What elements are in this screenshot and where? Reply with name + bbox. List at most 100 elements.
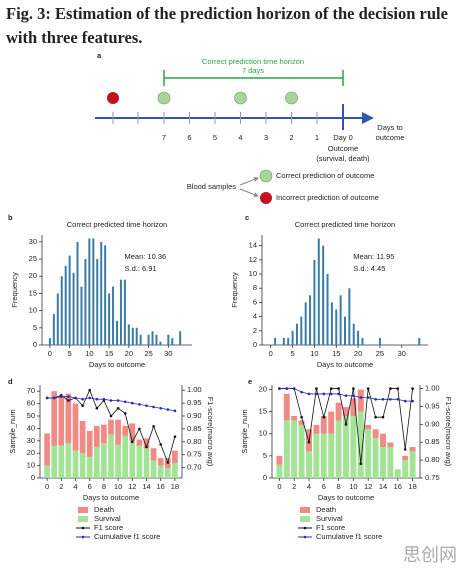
annotation: S.d.: 4.45 — [353, 264, 385, 273]
bar-segment — [380, 447, 386, 478]
timeline-label: 6 — [187, 133, 191, 142]
y-tick-label: 60 — [27, 399, 35, 408]
y-tick-label: 10 — [249, 269, 257, 278]
sample-correct — [157, 91, 171, 105]
bar-segment — [402, 455, 409, 461]
axis-label: outcome — [376, 133, 405, 142]
annotation: S.d.: 6.91 — [125, 264, 157, 273]
sample-correct — [234, 91, 247, 105]
x-tick-label: 6 — [88, 482, 92, 491]
bar — [344, 316, 346, 345]
y2-tick-label: 0.90 — [425, 419, 440, 428]
bar-segment — [394, 469, 401, 478]
y2-axis-label: F1-score(macro avg) — [444, 397, 453, 467]
bar-segment — [129, 423, 136, 441]
timeline-label: 7 — [162, 133, 166, 142]
bar — [119, 279, 122, 345]
bar-segment — [164, 468, 171, 478]
chart-title: Correct predicted time horizon — [67, 220, 167, 229]
line-marker — [88, 388, 91, 392]
line-marker — [374, 415, 377, 419]
axis-label: Days to — [377, 123, 402, 132]
line-marker — [138, 403, 141, 406]
legend-label: Death — [316, 505, 336, 514]
x-tick-label: 20 — [354, 349, 362, 358]
bar-segment — [79, 420, 86, 454]
line-marker — [374, 398, 377, 401]
y-axis-label: Sample_num — [240, 409, 249, 453]
line-marker — [344, 423, 348, 426]
legend-arrow — [239, 177, 259, 186]
line-marker — [81, 404, 84, 407]
x-tick-label: 0 — [45, 482, 49, 491]
bar-segment — [101, 424, 107, 444]
bar — [361, 337, 364, 345]
bar — [139, 334, 142, 345]
y-tick-label: 0 — [33, 340, 37, 349]
y-tick-label: 0 — [31, 473, 35, 482]
x-tick-label: 0 — [269, 349, 273, 358]
y2-tick-label: 0.80 — [425, 455, 440, 464]
y-tick-label: 20 — [259, 384, 267, 393]
bar-segment — [157, 465, 164, 478]
x-tick-label: 18 — [171, 482, 179, 491]
bar-segment — [402, 460, 409, 478]
bar — [84, 259, 87, 345]
x-tick-label: 30 — [164, 349, 172, 358]
line-marker — [366, 387, 370, 390]
x-tick-label: 8 — [337, 482, 341, 491]
y-tick-label: 0 — [253, 340, 257, 349]
panel-label: e — [248, 377, 252, 386]
bar-segment — [372, 429, 379, 439]
bar-segment — [65, 393, 72, 444]
bar — [378, 337, 381, 345]
x-tick-label: 10 — [114, 482, 122, 491]
bar — [60, 276, 63, 345]
legend-swatch — [300, 507, 310, 513]
bar-segment — [157, 458, 164, 466]
bar-segment — [51, 391, 58, 446]
bar — [171, 338, 174, 345]
bar-segment — [86, 456, 93, 478]
line-marker — [307, 392, 311, 396]
bar — [116, 320, 118, 345]
timeline-label: 4 — [238, 133, 242, 142]
line-marker — [145, 404, 148, 407]
bar — [339, 295, 342, 345]
y2-tick-label: 0.75 — [187, 450, 202, 459]
bar-segment — [350, 398, 357, 416]
y-tick-label: 8 — [253, 283, 257, 292]
y-tick-label: 4 — [253, 312, 257, 321]
bar-segment — [136, 445, 143, 478]
line-marker — [329, 392, 333, 396]
bar — [326, 274, 329, 345]
line-marker — [352, 387, 355, 390]
y-tick-label: 6 — [253, 297, 257, 306]
bar — [287, 337, 290, 345]
x-tick-label: 30 — [398, 349, 406, 358]
bar — [76, 241, 79, 345]
y2-tick-label: 0.75 — [425, 473, 440, 482]
line-marker — [403, 448, 407, 451]
figure-caption: Fig. 3: Estimation of the prediction hor… — [6, 4, 448, 47]
line-marker — [102, 397, 106, 401]
line-marker — [109, 414, 113, 418]
y-tick-label: 25 — [29, 254, 37, 263]
line-marker — [123, 400, 127, 404]
x-tick-label: 0 — [277, 482, 281, 491]
x-tick-label: 12 — [364, 482, 372, 491]
bar-segment — [276, 464, 283, 478]
timeline-label: 3 — [264, 133, 268, 142]
line-marker — [322, 415, 326, 419]
horizon-length: 7 days — [242, 66, 264, 75]
legend-swatch — [300, 516, 310, 522]
sample-incorrect — [107, 92, 119, 104]
bar — [317, 238, 320, 345]
bar-segment — [291, 420, 298, 478]
legend-swatch — [303, 535, 307, 539]
line-marker — [411, 387, 414, 390]
bar-segment — [172, 450, 178, 464]
y-axis-label: Frequency — [10, 272, 19, 308]
line-marker — [396, 387, 400, 390]
y2-tick-label: 0.95 — [187, 398, 202, 407]
